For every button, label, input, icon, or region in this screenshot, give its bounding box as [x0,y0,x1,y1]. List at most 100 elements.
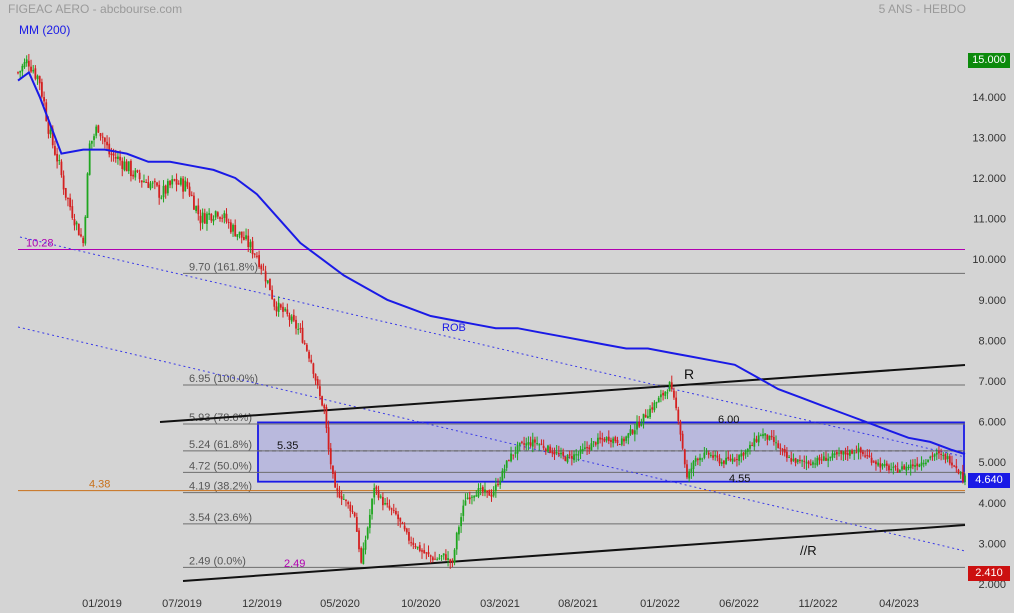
candle-body [736,459,738,461]
candle-body [746,449,749,452]
candle-body [69,197,72,208]
candle-body [332,465,334,474]
y-tick-label: 12.000 [972,173,1006,185]
candle-body [484,489,486,492]
candle-body [99,133,102,137]
box-mid-label: 5.35 [277,440,298,452]
candle-body [342,498,345,500]
candle-body [686,464,688,478]
candle-body [625,436,628,441]
candle-body [527,442,530,445]
candle-body [427,552,430,555]
candle-body [835,452,838,455]
candle-body [499,480,502,485]
candle-body [225,213,228,222]
candle-body [447,558,449,560]
candle-body [590,443,593,451]
candle-body [651,407,654,410]
candle-body [397,514,400,520]
candle-body [805,462,808,464]
candle-body [140,180,143,183]
candle-body [210,213,213,221]
candle-body [896,468,899,473]
candle-body [914,464,916,467]
candle-body [392,509,395,511]
candle-body [494,484,497,491]
candle-body [751,445,754,447]
candle-body [627,433,630,438]
candle-body [588,447,591,450]
candle-body [723,460,725,464]
candle-body [953,465,956,467]
candle-body [455,532,458,550]
candle-body [290,316,293,322]
candle-body [640,423,643,426]
candle-body [403,525,406,530]
candle-body [946,456,949,460]
candle-body [690,468,693,472]
candle-body [440,555,443,557]
x-tick-label: 03/2021 [480,598,520,610]
candle-body [955,465,958,469]
candle-body [822,456,825,461]
candle-body [885,463,888,466]
candle-body [401,522,404,525]
candle-body [503,468,506,473]
candle-body [388,505,391,509]
candle-body [82,237,85,244]
candle-body [631,430,634,434]
candle-body [646,415,649,419]
x-tick-label: 04/2023 [879,598,919,610]
candle-body [694,458,697,462]
candle-body [901,466,903,470]
candle-body [818,457,821,461]
candle-body [54,146,56,155]
candle-body [112,153,115,156]
candle-body [368,514,371,528]
candle-body [184,180,187,192]
candle-body [666,392,669,394]
x-tick-label: 01/2019 [82,598,122,610]
candle-body [188,186,191,196]
candle-body [560,452,562,455]
candle-body [911,464,914,467]
candle-body [177,183,180,185]
candle-body [149,183,152,189]
candle-body [738,455,741,461]
candle-body [670,382,673,389]
candle-body [130,160,132,177]
candle-body [521,441,523,443]
candle-body [507,460,510,462]
candle-body [358,530,360,550]
candle-body [768,435,771,441]
candle-body [842,451,845,455]
candle-body [60,161,63,176]
candle-body [855,452,858,454]
candle-body [788,457,790,459]
candle-body [286,309,289,315]
candle-body [629,429,632,435]
candle-body [766,434,769,440]
candle-body [310,359,313,363]
fib-label: 4.72 (50.0%) [189,460,252,472]
candle-body [193,195,195,210]
candle-body [553,451,556,455]
candle-body [284,308,287,311]
candle-body [870,457,873,463]
candle-body [371,498,373,515]
candle-body [436,559,439,561]
candle-body [308,351,310,359]
candle-body [586,446,588,449]
candle-body [892,466,895,468]
candle-body [190,194,193,196]
candle-body [794,458,797,463]
candle-body [180,178,182,185]
candle-body [351,510,354,512]
candle-body [790,458,793,462]
candle-body [384,503,386,505]
candle-body [36,75,39,80]
candle-body [431,557,434,561]
candle-body [851,450,853,454]
candle-body [386,503,389,505]
